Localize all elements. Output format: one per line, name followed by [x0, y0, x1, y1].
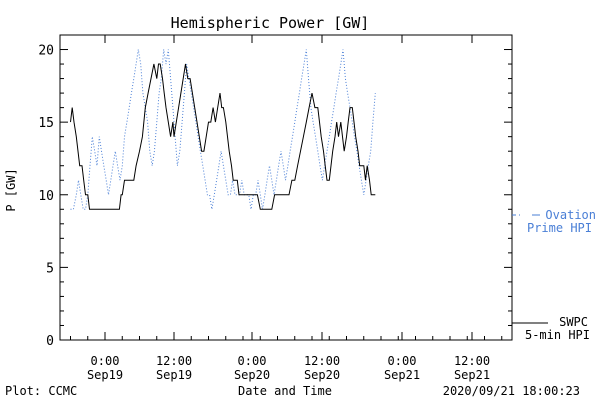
legend-swpc: SWPC 5-min HPI: [512, 315, 590, 342]
legend-swpc-label-2: 5-min HPI: [525, 328, 590, 342]
legend-swpc-label-1: SWPC: [559, 315, 588, 329]
x-tick-time-label: 12:00: [304, 354, 340, 368]
x-axis-label: Date and Time: [238, 384, 332, 398]
legend-ovation: Ovation Prime HPI: [512, 208, 596, 235]
y-tick-label: 15: [38, 116, 54, 131]
chart-title: Hemispheric Power [GW]: [171, 14, 370, 32]
x-tick-date-label: Sep21: [384, 368, 420, 382]
series-layer: [70, 49, 376, 210]
y-tick-label: 20: [38, 44, 54, 59]
y-axis-label: P [GW]: [4, 168, 18, 211]
x-tick-time-label: 12:00: [454, 354, 490, 368]
x-tick-time-label: 0:00: [388, 354, 417, 368]
legend-ovation-label-2: Prime HPI: [527, 221, 592, 235]
x-tick-date-label: Sep19: [87, 368, 123, 382]
x-tick-time-label: 0:00: [91, 354, 120, 368]
x-tick-date-label: Sep21: [454, 368, 490, 382]
y-tick-label: 0: [46, 334, 54, 349]
y-tick-label: 10: [38, 189, 54, 204]
x-tick-date-label: Sep20: [234, 368, 270, 382]
footer-timestamp: 2020/09/21 18:00:23: [443, 384, 580, 398]
footer-plot-credit: Plot: CCMC: [5, 384, 77, 398]
series-ovation-line: [70, 49, 376, 210]
plot-area: [59, 34, 513, 341]
x-tick-time-label: 12:00: [156, 354, 192, 368]
x-axis: 0:00Sep1912:00Sep190:00Sep2012:00Sep200:…: [70, 35, 503, 382]
x-tick-time-label: 0:00: [238, 354, 267, 368]
legend-ovation-label-1: Ovation: [545, 208, 596, 222]
y-tick-label: 5: [46, 261, 54, 276]
x-tick-date-label: Sep20: [304, 368, 340, 382]
x-tick-date-label: Sep19: [156, 368, 192, 382]
series-swpc-line: [70, 63, 376, 210]
y-axis: 0 5 10 15 20: [38, 44, 512, 349]
